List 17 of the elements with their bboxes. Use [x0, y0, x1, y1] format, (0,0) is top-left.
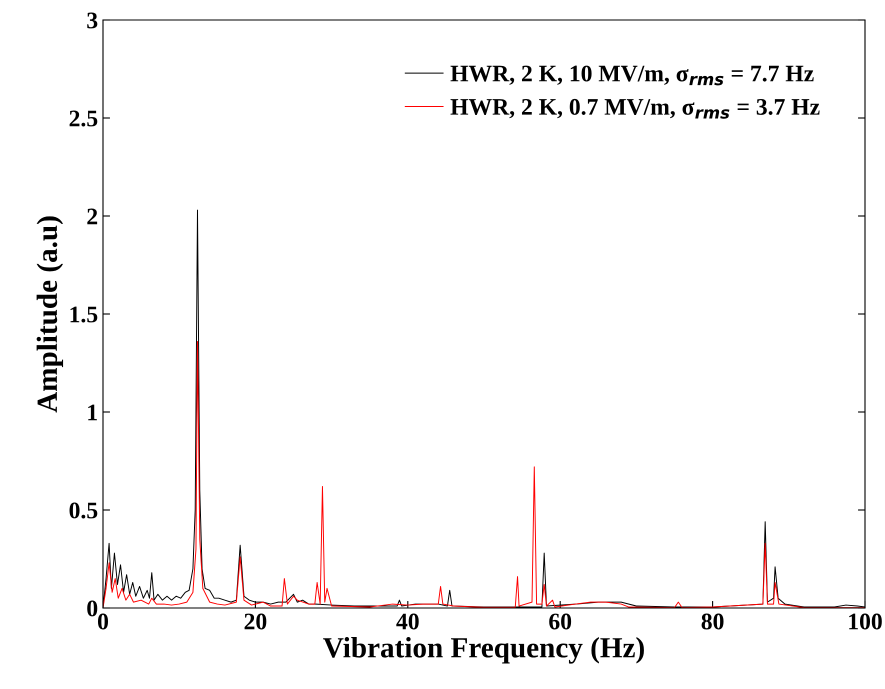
x-axis-title: Vibration Frequency (Hz)	[323, 637, 644, 664]
legend-label: HWR, 2 K, 10 MV/m, σ$_{rms}$ = 7.7 Hz	[450, 66, 814, 86]
x-tick-label: 100	[849, 614, 882, 630]
y-tick-label: 3	[87, 12, 98, 28]
y-tick-label: 1.5	[70, 306, 98, 323]
x-tick-label: 80	[702, 614, 724, 630]
y-tick-label: 1	[88, 404, 97, 420]
x-tick-label: 0	[98, 614, 108, 630]
x-tick-label: 20	[244, 614, 266, 630]
y-axis-title: Amplitude (a.u)	[36, 216, 64, 413]
y-tick-label: 2	[87, 208, 98, 224]
x-tick-label: 60	[549, 614, 572, 630]
legend-label: HWR, 2 K, 0.7 MV/m, σ$_{rms}$ = 3.7 Hz	[450, 98, 820, 119]
y-tick-label: 0	[87, 600, 98, 616]
y-tick-label: 0.5	[70, 502, 98, 519]
x-tick-label: 40	[396, 614, 419, 630]
y-tick-label: 2.5	[70, 110, 98, 127]
